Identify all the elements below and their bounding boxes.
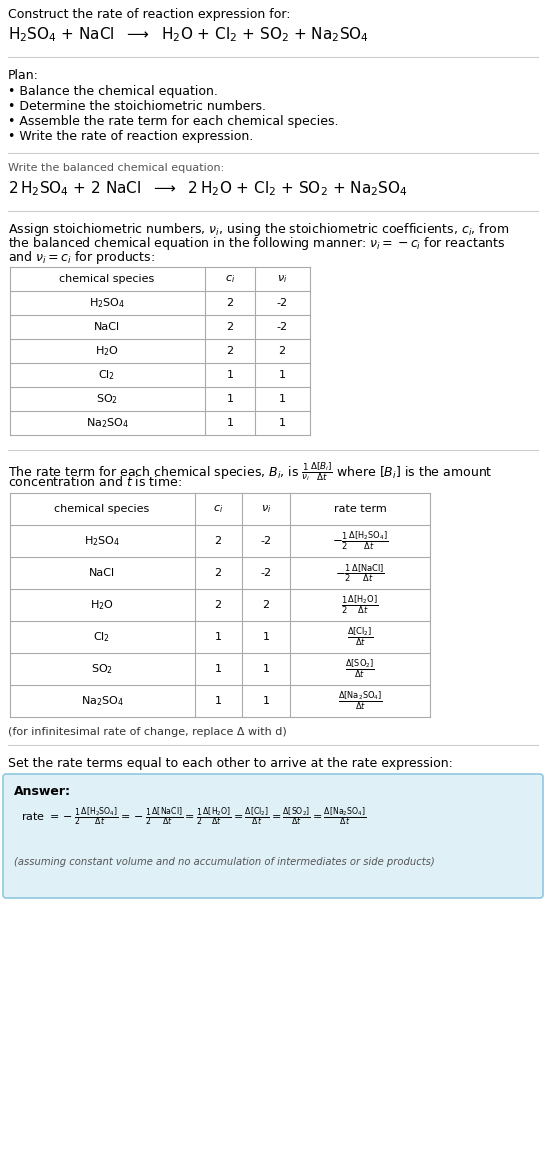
Text: $\mathrm{H_2SO_4}$: $\mathrm{H_2SO_4}$ (84, 534, 120, 547)
Text: $\mathrm{SO_2}$: $\mathrm{SO_2}$ (91, 662, 113, 676)
Text: $\mathrm{H_2SO_4}$: $\mathrm{H_2SO_4}$ (89, 297, 125, 309)
Text: Set the rate terms equal to each other to arrive at the rate expression:: Set the rate terms equal to each other t… (8, 757, 453, 770)
Text: the balanced chemical equation in the following manner: $\nu_i = -c_i$ for react: the balanced chemical equation in the fo… (8, 236, 506, 252)
Text: $\frac{1}{2}\frac{\Delta[\mathrm{H_2O}]}{\Delta t}$: $\frac{1}{2}\frac{\Delta[\mathrm{H_2O}]}… (341, 594, 379, 616)
Text: Plan:: Plan: (8, 69, 39, 82)
Text: chemical species: chemical species (55, 504, 150, 515)
Text: 1: 1 (227, 394, 234, 404)
Text: $\frac{\Delta[\mathrm{Cl_2}]}{\Delta t}$: $\frac{\Delta[\mathrm{Cl_2}]}{\Delta t}$ (347, 626, 373, 648)
Text: $\mathrm{Na_2SO_4}$: $\mathrm{Na_2SO_4}$ (86, 416, 128, 430)
Text: 2: 2 (215, 536, 222, 546)
Text: 1: 1 (263, 696, 270, 706)
Text: $\frac{\Delta[\mathrm{SO_2}]}{\Delta t}$: $\frac{\Delta[\mathrm{SO_2}]}{\Delta t}$ (345, 657, 375, 680)
Text: 2: 2 (227, 346, 234, 356)
Text: NaCl: NaCl (89, 568, 115, 578)
Text: NaCl: NaCl (94, 322, 120, 332)
Text: $\mathrm{Na_2SO_4}$: $\mathrm{Na_2SO_4}$ (80, 694, 123, 708)
Text: $\nu_i$: $\nu_i$ (261, 503, 271, 515)
Text: 1: 1 (227, 418, 234, 428)
Text: 1: 1 (278, 370, 286, 380)
Text: -2: -2 (260, 568, 271, 578)
Text: 1: 1 (227, 370, 234, 380)
Text: $-\frac{1}{2}\frac{\Delta[\mathrm{NaCl}]}{\Delta t}$: $-\frac{1}{2}\frac{\Delta[\mathrm{NaCl}]… (335, 563, 385, 584)
Text: $\nu_i$: $\nu_i$ (277, 273, 287, 285)
Text: Construct the rate of reaction expression for:: Construct the rate of reaction expressio… (8, 8, 290, 21)
Text: rate term: rate term (334, 504, 387, 515)
Text: $\mathrm{H_2SO_4}$ + NaCl  $\longrightarrow$  $\mathrm{H_2O}$ + $\mathrm{Cl_2}$ : $\mathrm{H_2SO_4}$ + NaCl $\longrightarr… (8, 25, 369, 43)
Text: 2: 2 (263, 600, 270, 609)
Text: 1: 1 (215, 696, 222, 706)
Text: -2: -2 (276, 298, 288, 308)
Text: • Balance the chemical equation.: • Balance the chemical equation. (8, 86, 218, 98)
Text: -2: -2 (260, 536, 271, 546)
Text: 2: 2 (278, 346, 286, 356)
Text: 1: 1 (215, 632, 222, 642)
Text: rate $= -\frac{1}{2}\frac{\Delta[\mathrm{H_2SO_4}]}{\Delta t}= -\frac{1}{2}\frac: rate $= -\frac{1}{2}\frac{\Delta[\mathrm… (21, 805, 366, 827)
FancyBboxPatch shape (3, 774, 543, 898)
Text: concentration and $t$ is time:: concentration and $t$ is time: (8, 475, 182, 489)
Text: $c_i$: $c_i$ (213, 503, 223, 515)
Text: $\mathrm{H_2O}$: $\mathrm{H_2O}$ (90, 598, 114, 612)
Text: 2: 2 (215, 600, 222, 609)
Text: (for infinitesimal rate of change, replace Δ with d): (for infinitesimal rate of change, repla… (8, 727, 287, 737)
Text: • Assemble the rate term for each chemical species.: • Assemble the rate term for each chemic… (8, 115, 339, 128)
Text: 1: 1 (215, 665, 222, 674)
Text: Assign stoichiometric numbers, $\nu_i$, using the stoichiometric coefficients, $: Assign stoichiometric numbers, $\nu_i$, … (8, 222, 509, 238)
Text: 2: 2 (227, 322, 234, 332)
Text: $\mathrm{SO_2}$: $\mathrm{SO_2}$ (96, 393, 118, 406)
Text: Answer:: Answer: (14, 785, 71, 798)
Text: • Write the rate of reaction expression.: • Write the rate of reaction expression. (8, 130, 253, 143)
Text: 1: 1 (278, 394, 286, 404)
Text: -2: -2 (276, 322, 288, 332)
Text: 2: 2 (227, 298, 234, 308)
Text: $\mathrm{Cl_2}$: $\mathrm{Cl_2}$ (98, 368, 116, 382)
Text: $\mathrm{Cl_2}$: $\mathrm{Cl_2}$ (93, 631, 110, 643)
Text: • Determine the stoichiometric numbers.: • Determine the stoichiometric numbers. (8, 100, 266, 113)
Text: 1: 1 (278, 418, 286, 428)
Text: 2: 2 (215, 568, 222, 578)
Text: 1: 1 (263, 632, 270, 642)
Text: and $\nu_i = c_i$ for products:: and $\nu_i = c_i$ for products: (8, 248, 155, 266)
Text: chemical species: chemical species (60, 274, 155, 284)
Text: $\frac{\Delta[\mathrm{Na_2SO_4}]}{\Delta t}$: $\frac{\Delta[\mathrm{Na_2SO_4}]}{\Delta… (337, 690, 382, 713)
Text: 1: 1 (263, 665, 270, 674)
Text: $\mathrm{H_2O}$: $\mathrm{H_2O}$ (95, 345, 119, 357)
Text: The rate term for each chemical species, $B_i$, is $\frac{1}{\nu_i}\frac{\Delta[: The rate term for each chemical species,… (8, 459, 492, 483)
Text: Write the balanced chemical equation:: Write the balanced chemical equation: (8, 163, 224, 173)
Text: $-\frac{1}{2}\frac{\Delta[\mathrm{H_2SO_4}]}{\Delta t}$: $-\frac{1}{2}\frac{\Delta[\mathrm{H_2SO_… (332, 530, 388, 552)
Text: $c_i$: $c_i$ (225, 273, 235, 285)
Text: (assuming constant volume and no accumulation of intermediates or side products): (assuming constant volume and no accumul… (14, 857, 435, 867)
Text: $2\,\mathrm{H_2SO_4}$ + 2 NaCl  $\longrightarrow$  $2\,\mathrm{H_2O}$ + $\mathrm: $2\,\mathrm{H_2SO_4}$ + 2 NaCl $\longrig… (8, 179, 408, 198)
